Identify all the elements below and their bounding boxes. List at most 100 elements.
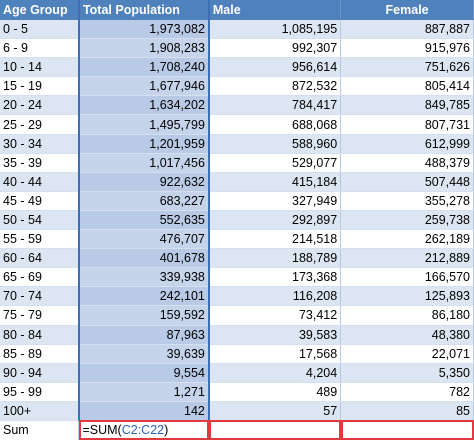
male-cell[interactable]: 188,789 [208, 248, 342, 269]
male-cell[interactable]: 956,614 [208, 57, 342, 78]
age-group-cell[interactable]: 95 - 99 [0, 382, 80, 402]
formula-suffix: ) [164, 423, 169, 438]
male-cell[interactable]: 327,949 [208, 191, 342, 211]
total-population-cell[interactable]: 9,554 [77, 363, 210, 383]
age-group-cell[interactable]: 85 - 89 [0, 344, 80, 364]
female-cell[interactable]: 259,738 [340, 210, 474, 231]
total-population-cell[interactable]: 159,592 [77, 305, 210, 326]
total-population-cell[interactable]: 1,908,283 [77, 38, 210, 59]
age-group-cell[interactable]: 60 - 64 [0, 248, 80, 269]
male-cell[interactable]: 415,184 [208, 172, 342, 192]
male-cell[interactable]: 992,307 [208, 38, 342, 59]
sum-label-cell[interactable]: Sum [0, 420, 80, 440]
total-population-cell[interactable]: 242,101 [77, 286, 210, 307]
total-population-cell[interactable]: 922,632 [77, 172, 210, 192]
age-group-cell[interactable]: 55 - 59 [0, 229, 80, 250]
female-cell[interactable]: 85 [340, 401, 474, 421]
sum-male-cell[interactable] [208, 420, 342, 440]
table-row: 65 - 69 339,938 173,368 166,570 [0, 267, 474, 288]
age-group-cell[interactable]: 90 - 94 [0, 363, 80, 383]
header-female[interactable]: Female [340, 0, 474, 20]
male-cell[interactable]: 39,583 [208, 325, 342, 345]
age-group-cell[interactable]: 50 - 54 [0, 210, 80, 231]
female-cell[interactable]: 887,887 [340, 19, 474, 40]
female-cell[interactable]: 751,626 [340, 57, 474, 78]
total-population-cell[interactable]: 1,201,959 [77, 134, 210, 154]
total-population-cell[interactable]: 1,677,946 [77, 76, 210, 97]
header-age-group[interactable]: Age Group [0, 0, 80, 20]
male-cell[interactable]: 784,417 [208, 95, 342, 116]
table-row: 100+ 142 57 85 [0, 401, 474, 421]
age-group-cell[interactable]: 75 - 79 [0, 305, 80, 326]
male-cell[interactable]: 688,068 [208, 114, 342, 135]
female-cell[interactable]: 212,889 [340, 248, 474, 269]
age-group-cell[interactable]: 100+ [0, 401, 80, 421]
sum-female-cell[interactable] [340, 420, 474, 440]
male-cell[interactable]: 4,204 [208, 363, 342, 383]
total-population-cell[interactable]: 1,634,202 [77, 95, 210, 116]
female-cell[interactable]: 125,893 [340, 286, 474, 307]
age-group-cell[interactable]: 10 - 14 [0, 57, 80, 78]
total-population-cell[interactable]: 39,639 [77, 344, 210, 364]
age-group-cell[interactable]: 45 - 49 [0, 191, 80, 211]
age-group-cell[interactable]: 35 - 39 [0, 153, 80, 173]
total-population-cell[interactable]: 1,973,082 [77, 19, 210, 40]
table-row: 55 - 59 476,707 214,518 262,189 [0, 229, 474, 250]
age-group-cell[interactable]: 25 - 29 [0, 114, 80, 135]
age-group-cell[interactable]: 20 - 24 [0, 95, 80, 116]
male-cell[interactable]: 173,368 [208, 267, 342, 288]
female-cell[interactable]: 915,976 [340, 38, 474, 59]
total-population-cell[interactable]: 683,227 [77, 191, 210, 211]
age-group-cell[interactable]: 0 - 5 [0, 19, 80, 40]
total-population-cell[interactable]: 339,938 [77, 267, 210, 288]
header-male[interactable]: Male [208, 0, 342, 20]
age-group-cell[interactable]: 6 - 9 [0, 38, 80, 59]
female-cell[interactable]: 48,380 [340, 325, 474, 345]
female-cell[interactable]: 166,570 [340, 267, 474, 288]
age-group-cell[interactable]: 80 - 84 [0, 325, 80, 345]
table-row: 75 - 79 159,592 73,412 86,180 [0, 305, 474, 326]
female-cell[interactable]: 488,379 [340, 153, 474, 173]
female-cell[interactable]: 782 [340, 382, 474, 402]
male-cell[interactable]: 872,532 [208, 76, 342, 97]
female-cell[interactable]: 849,785 [340, 95, 474, 116]
female-cell[interactable]: 5,350 [340, 363, 474, 383]
male-cell[interactable]: 489 [208, 382, 342, 402]
total-population-cell[interactable]: 87,963 [77, 325, 210, 345]
female-cell[interactable]: 612,999 [340, 134, 474, 154]
male-cell[interactable]: 214,518 [208, 229, 342, 250]
total-population-cell[interactable]: 476,707 [77, 229, 210, 250]
male-cell[interactable]: 292,897 [208, 210, 342, 231]
total-population-cell[interactable]: 552,635 [77, 210, 210, 231]
total-population-cell[interactable]: 1,495,799 [77, 114, 210, 135]
female-cell[interactable]: 805,414 [340, 76, 474, 97]
header-total-population[interactable]: Total Population [77, 0, 210, 20]
table-row: 80 - 84 87,963 39,583 48,380 [0, 325, 474, 345]
table-row: 50 - 54 552,635 292,897 259,738 [0, 210, 474, 231]
total-population-cell[interactable]: 1,708,240 [77, 57, 210, 78]
female-cell[interactable]: 262,189 [340, 229, 474, 250]
total-population-cell[interactable]: 401,678 [77, 248, 210, 269]
male-cell[interactable]: 588,960 [208, 134, 342, 154]
age-group-cell[interactable]: 15 - 19 [0, 76, 80, 97]
female-cell[interactable]: 22,071 [340, 344, 474, 364]
male-cell[interactable]: 73,412 [208, 305, 342, 326]
sum-formula-cell[interactable]: =SUM(C2:C22) [78, 420, 210, 440]
female-cell[interactable]: 355,278 [340, 191, 474, 211]
male-cell[interactable]: 57 [208, 401, 342, 421]
male-cell[interactable]: 529,077 [208, 153, 342, 173]
total-population-cell[interactable]: 1,271 [77, 382, 210, 402]
age-group-cell[interactable]: 65 - 69 [0, 267, 80, 288]
female-cell[interactable]: 507,448 [340, 172, 474, 192]
male-cell[interactable]: 116,208 [208, 286, 342, 307]
age-group-cell[interactable]: 30 - 34 [0, 134, 80, 154]
female-cell[interactable]: 807,731 [340, 114, 474, 135]
female-cell[interactable]: 86,180 [340, 305, 474, 326]
total-population-cell[interactable]: 1,017,456 [77, 153, 210, 173]
age-group-cell[interactable]: 40 - 44 [0, 172, 80, 192]
total-population-cell[interactable]: 142 [77, 401, 210, 421]
age-group-cell[interactable]: 70 - 74 [0, 286, 80, 307]
male-cell[interactable]: 17,568 [208, 344, 342, 364]
male-cell[interactable]: 1,085,195 [208, 19, 342, 40]
header-row: Age Group Total Population Male Female [0, 0, 474, 20]
